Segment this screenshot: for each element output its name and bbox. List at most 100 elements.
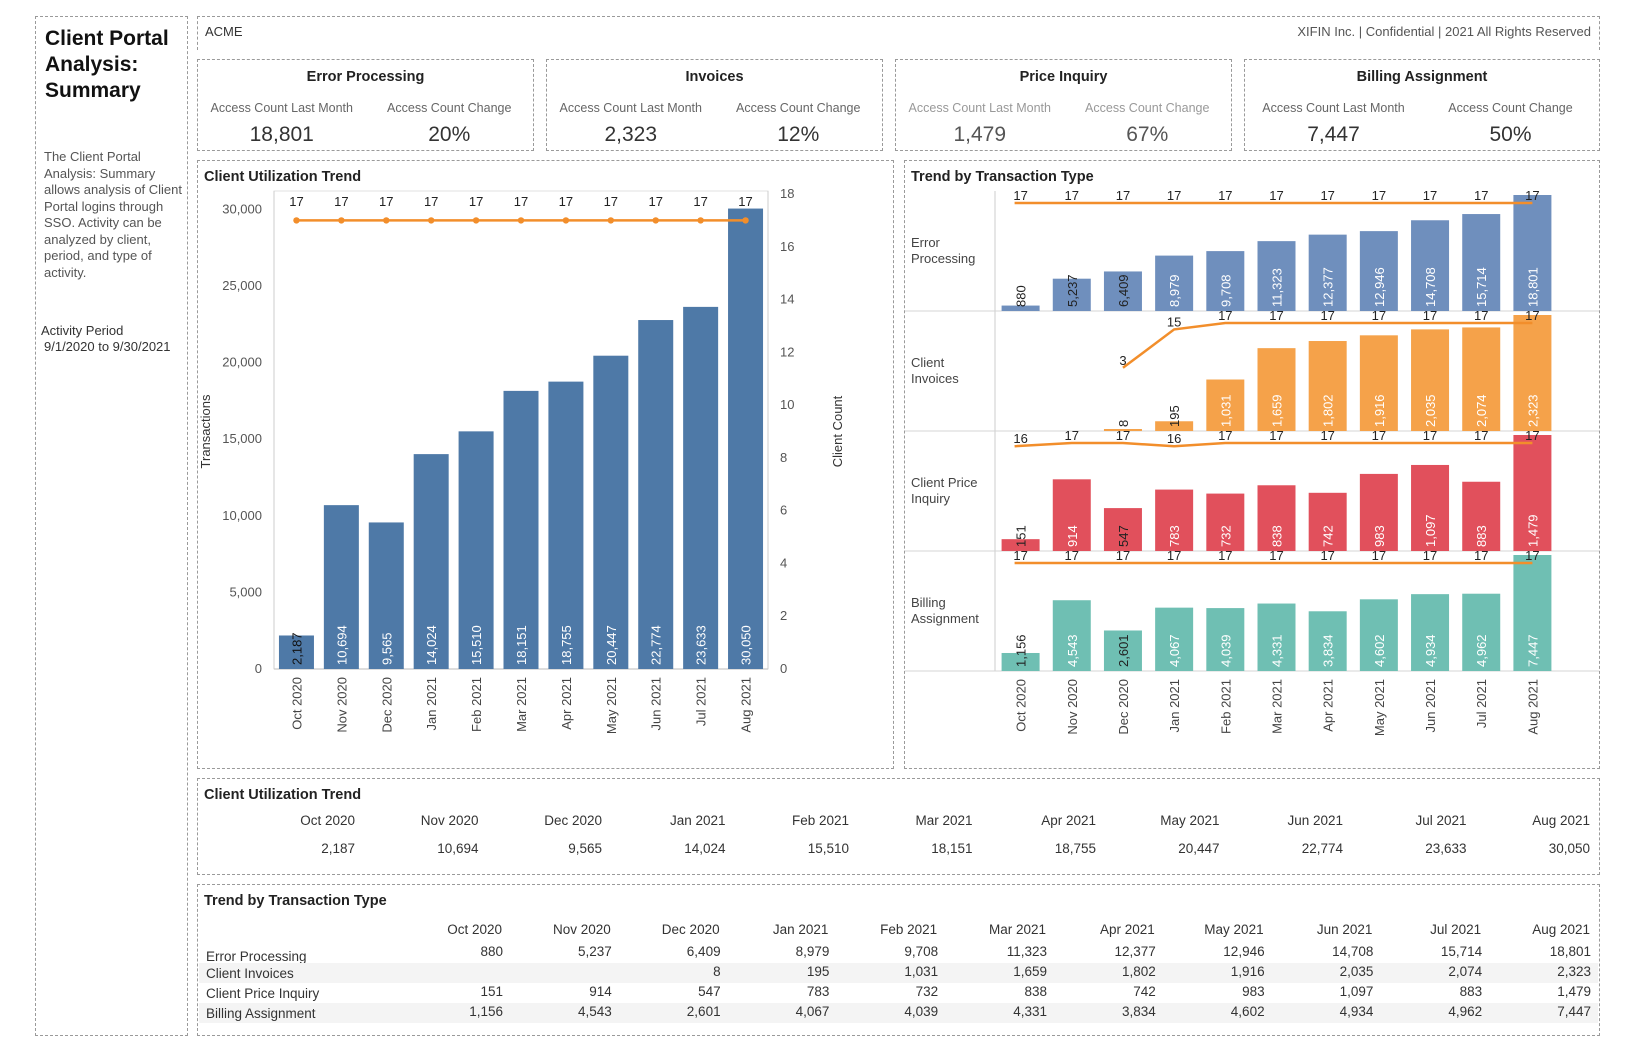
row-label: Client Price Inquiry — [206, 986, 320, 1001]
x-tick-label: Nov 2020 — [1065, 679, 1080, 735]
column-header: Jan 2021 — [772, 922, 829, 937]
table-cell: 14,708 — [1332, 944, 1374, 959]
table-cell: 3,834 — [1122, 1004, 1156, 1019]
y-tick-label: 25,000 — [222, 278, 262, 293]
y2-tick-label: 2 — [780, 608, 787, 623]
table-cell: 2,074 — [1448, 964, 1483, 979]
client-count-label: 15 — [1167, 314, 1181, 329]
bar-data-label: 880 — [1014, 285, 1029, 307]
bar — [458, 431, 494, 669]
bar — [1513, 555, 1552, 671]
table-cell: 914 — [589, 984, 612, 999]
panel-row-label: Client Invoices — [911, 355, 959, 386]
bar-data-label: 742 — [1321, 525, 1336, 547]
client-count-point — [652, 217, 659, 224]
bar — [503, 390, 539, 669]
kpi-card-price-inquiry[interactable]: Price Inquiry Access Count Last Month Ac… — [895, 59, 1232, 151]
bar — [323, 505, 359, 669]
x-tick-label: Jan 2021 — [424, 677, 439, 731]
bar-data-label: 883 — [1474, 525, 1489, 547]
bar-data-label: 2,035 — [1423, 394, 1438, 427]
bar-data-label: 14,708 — [1423, 267, 1438, 307]
x-tick-label: Jul 2021 — [694, 677, 709, 726]
bar-data-label: 732 — [1218, 525, 1233, 547]
client-count-label: 17 — [1218, 188, 1232, 203]
bar-data-label: 547 — [1116, 525, 1131, 547]
kpi-card-billing-assignment[interactable]: Billing Assignment Access Count Last Mon… — [1244, 59, 1600, 151]
column-header: May 2021 — [1204, 922, 1264, 937]
client-count-label: 17 — [379, 194, 393, 209]
client-count-point — [338, 217, 345, 224]
client-count-label: 17 — [289, 194, 303, 209]
kpi-card-invoices[interactable]: Invoices Access Count Last Month Access … — [546, 59, 883, 151]
table-cell: 2,187 — [321, 841, 355, 856]
client-count-label: 17 — [1320, 548, 1334, 563]
column-header: Jun 2021 — [1287, 813, 1343, 828]
client-count-label: 17 — [1013, 188, 1027, 203]
client-count-label: 17 — [559, 194, 573, 209]
header-bar: ACME XIFIN Inc. | Confidential | 2021 Al… — [197, 16, 1600, 50]
table-cell: 742 — [1133, 984, 1156, 999]
bar — [1359, 335, 1398, 431]
column-header: Jul 2021 — [1430, 922, 1482, 937]
client-count-point — [697, 217, 704, 224]
client-count-line — [1122, 321, 1533, 369]
utilization-chart-svg: 0 5,000 10,000 15,000 20,000 25,000 30,000 0 2 4 6… — [198, 186, 845, 734]
table-cell: 30,050 — [1548, 841, 1590, 856]
table-cell: 4,331 — [1013, 1004, 1047, 1019]
bar — [1513, 195, 1552, 311]
column-header: Jan 2021 — [669, 813, 726, 828]
bar — [1103, 429, 1142, 431]
client-count-label: 17 — [738, 194, 752, 209]
client-count-label: 17 — [1065, 548, 1079, 563]
kpi-title: Billing Assignment — [1356, 69, 1488, 85]
confidentiality-notice: XIFIN Inc. | Confidential | 2021 All Rig… — [1297, 24, 1591, 39]
activity-period-label: Activity Period — [41, 323, 124, 338]
table-row: Error Processing 880 5,237 6,409 8,979 9,708 1… — [199, 943, 1598, 964]
x-tick-label: Jun 2021 — [649, 677, 664, 731]
client-count-label: 17 — [1320, 308, 1334, 323]
bar — [1155, 255, 1194, 311]
client-count-label: 17 — [1065, 428, 1079, 443]
bar — [1052, 600, 1091, 671]
y2-tick-label: 18 — [780, 186, 794, 201]
client-count-label: 3 — [1119, 353, 1126, 368]
table-body: Oct 2020 Nov 2020 Dec 2020 Jan 2021 Feb 2021… — [198, 809, 1599, 869]
column-header: Oct 2020 — [447, 922, 502, 937]
client-count-label: 17 — [1474, 548, 1488, 563]
table-row: Billing Assignment 1,156 4,543 2,601 4,067 4,… — [199, 1003, 1598, 1023]
bar — [1411, 464, 1450, 551]
x-tick-label: Aug 2021 — [1525, 679, 1540, 735]
y2-tick-label: 0 — [780, 661, 787, 676]
kpi-value-change: 67% — [1126, 123, 1169, 146]
client-count-label: 17 — [604, 194, 618, 209]
kpi-card-error-processing[interactable]: Error Processing Access Count Last Month… — [197, 59, 534, 151]
transaction-type-chart-svg: Error Processing 880 5,237 6,409 8,979 9,708 11… — [905, 188, 1599, 736]
bar-data-label: 2,074 — [1474, 394, 1489, 427]
bar-data-label: 18,755 — [559, 625, 574, 665]
kpi-title: Error Processing — [306, 69, 425, 85]
client-count-label: 17 — [1116, 428, 1130, 443]
bar — [1206, 493, 1245, 551]
client-count-label: 17 — [1525, 428, 1539, 443]
bar-data-label: 30,050 — [739, 625, 754, 665]
bar-data-label: 1,802 — [1321, 394, 1336, 427]
bar — [1411, 220, 1450, 311]
bar — [548, 381, 584, 669]
kpi-value-last-month: 2,323 — [604, 123, 658, 146]
bar-data-label: 7,447 — [1525, 634, 1540, 667]
column-header: Feb 2021 — [791, 813, 849, 828]
bar-data-label: 20,447 — [604, 625, 619, 665]
column-header: Aug 2021 — [1532, 813, 1590, 828]
client-count-label: 17 — [1423, 188, 1437, 203]
panel-row-label: Billing Assignment — [911, 595, 979, 626]
y-tick-label: 5,000 — [229, 584, 262, 599]
bar-data-label: 5,237 — [1065, 274, 1080, 307]
client-count-point — [607, 217, 615, 224]
y2-tick-label: 16 — [780, 239, 794, 254]
bar — [413, 454, 449, 669]
bar-data-label: 18,151 — [514, 625, 529, 665]
kpi-title: Price Inquiry — [1019, 69, 1108, 85]
bar — [638, 320, 674, 669]
table-cell: 8,979 — [795, 944, 830, 959]
